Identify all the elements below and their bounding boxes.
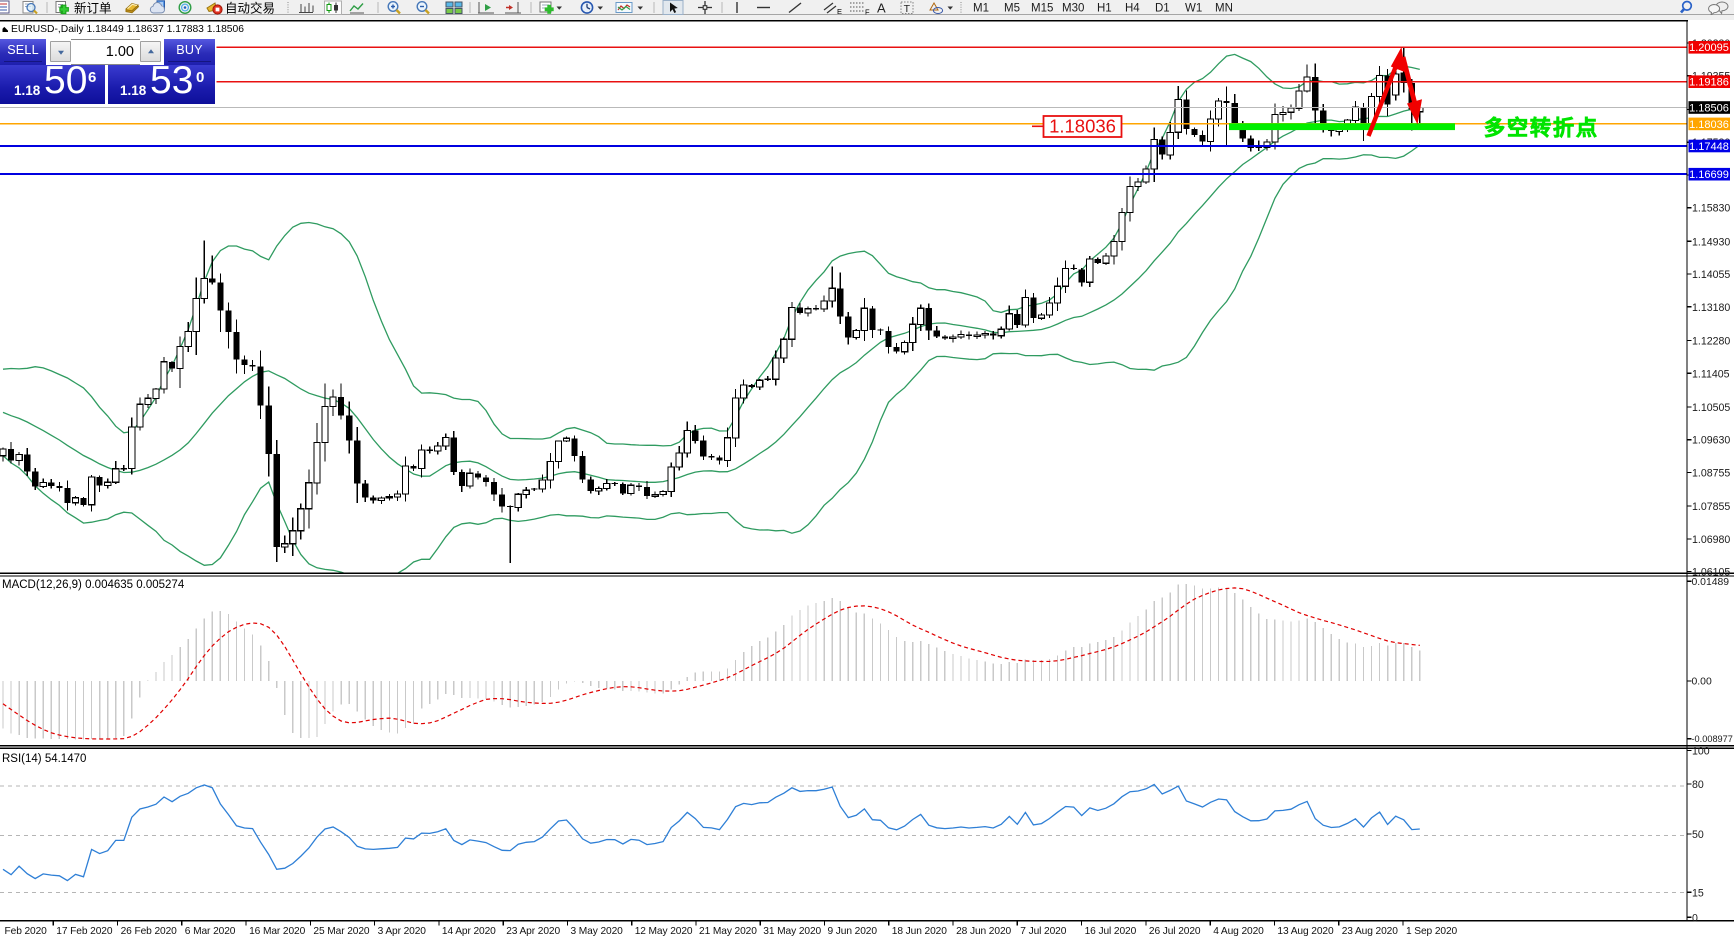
svg-text:1.20095: 1.20095	[1689, 42, 1729, 54]
svg-text:0: 0	[1692, 912, 1698, 924]
svg-text:-0.008977: -0.008977	[1692, 734, 1733, 744]
svg-text:16 Mar 2020: 16 Mar 2020	[249, 926, 306, 937]
svg-text:26 Feb 2020: 26 Feb 2020	[121, 926, 178, 937]
svg-text:6 Mar 2020: 6 Mar 2020	[185, 926, 236, 937]
svg-text:新订单: 新订单	[74, 1, 112, 16]
svg-text:21 May 2020: 21 May 2020	[699, 926, 757, 937]
svg-text:31 May 2020: 31 May 2020	[763, 926, 821, 937]
svg-text:25 Mar 2020: 25 Mar 2020	[313, 926, 370, 937]
svg-text:15: 15	[1692, 887, 1704, 899]
svg-text:4 Aug 2020: 4 Aug 2020	[1213, 926, 1264, 937]
svg-text:50: 50	[1692, 829, 1704, 841]
svg-text:Feb 2020: Feb 2020	[5, 926, 48, 937]
svg-text:1 Sep 2020: 1 Sep 2020	[1406, 926, 1458, 937]
svg-text:3 May 2020: 3 May 2020	[571, 926, 624, 937]
svg-text:14 Apr 2020: 14 Apr 2020	[442, 926, 496, 937]
svg-text:RSI(14) 54.1470: RSI(14) 54.1470	[2, 753, 86, 765]
svg-text:1.10505: 1.10505	[1692, 402, 1730, 414]
svg-text:1.06105: 1.06105	[1692, 567, 1730, 579]
svg-text:M30: M30	[1062, 3, 1084, 15]
svg-text:100: 100	[1692, 746, 1710, 758]
svg-text:18 Jun 2020: 18 Jun 2020	[892, 926, 947, 937]
svg-text:1.18506: 1.18506	[1689, 102, 1729, 114]
svg-text:F: F	[865, 8, 870, 16]
svg-text:17 Feb 2020: 17 Feb 2020	[56, 926, 113, 937]
svg-text:1.08755: 1.08755	[1692, 467, 1730, 479]
svg-text:1.17448: 1.17448	[1689, 141, 1729, 153]
svg-text:自动交易: 自动交易	[225, 1, 275, 16]
svg-text:1.09630: 1.09630	[1692, 435, 1730, 447]
svg-text:1.14055: 1.14055	[1692, 269, 1730, 281]
svg-text:1.07855: 1.07855	[1692, 501, 1730, 513]
svg-text:MN: MN	[1215, 3, 1233, 15]
svg-text:H1: H1	[1097, 3, 1112, 15]
svg-text:M15: M15	[1031, 3, 1053, 15]
svg-text:A: A	[877, 1, 886, 16]
svg-text:23 Apr 2020: 23 Apr 2020	[506, 926, 560, 937]
svg-text:1.18036: 1.18036	[1689, 119, 1729, 131]
svg-text:12 May 2020: 12 May 2020	[635, 926, 693, 937]
svg-text:16 Jul 2020: 16 Jul 2020	[1085, 926, 1137, 937]
svg-text:7 Jul 2020: 7 Jul 2020	[1020, 926, 1066, 937]
svg-text:3 Apr 2020: 3 Apr 2020	[378, 926, 427, 937]
svg-text:D1: D1	[1155, 3, 1170, 15]
svg-text:1.18036: 1.18036	[1049, 116, 1116, 137]
svg-text:1.06980: 1.06980	[1692, 534, 1730, 546]
svg-text:1.16699: 1.16699	[1689, 169, 1729, 181]
svg-text:1.15830: 1.15830	[1692, 203, 1730, 215]
svg-text:80: 80	[1692, 779, 1704, 791]
svg-text:W1: W1	[1185, 3, 1202, 15]
svg-text:EURUSD-,Daily 1.18449 1.18637: EURUSD-,Daily 1.18449 1.18637 1.17883 1.…	[11, 24, 244, 35]
svg-text:多空转折点: 多空转折点	[1484, 116, 1599, 140]
svg-text:T: T	[904, 3, 911, 15]
svg-text:0.00: 0.00	[1692, 677, 1712, 688]
svg-text:9 Jun 2020: 9 Jun 2020	[828, 926, 878, 937]
svg-text:H4: H4	[1125, 3, 1140, 15]
svg-text:1.14930: 1.14930	[1692, 236, 1730, 248]
svg-text:1.19186: 1.19186	[1689, 77, 1729, 89]
svg-text:E: E	[837, 7, 842, 15]
svg-text:23 Aug 2020: 23 Aug 2020	[1342, 926, 1399, 937]
svg-text:1.12280: 1.12280	[1692, 336, 1730, 348]
svg-text:M1: M1	[973, 3, 989, 15]
svg-text:M5: M5	[1004, 3, 1020, 15]
svg-text:1.13180: 1.13180	[1692, 302, 1730, 314]
svg-text:0.01489: 0.01489	[1692, 577, 1730, 588]
svg-text:26 Jul 2020: 26 Jul 2020	[1149, 926, 1201, 937]
svg-text:MACD(12,26,9) 0.004635 0.00527: MACD(12,26,9) 0.004635 0.005274	[2, 579, 185, 591]
svg-text:28 Jun 2020: 28 Jun 2020	[956, 926, 1011, 937]
svg-text:1.11405: 1.11405	[1692, 368, 1730, 380]
svg-text:13 Aug 2020: 13 Aug 2020	[1277, 926, 1334, 937]
